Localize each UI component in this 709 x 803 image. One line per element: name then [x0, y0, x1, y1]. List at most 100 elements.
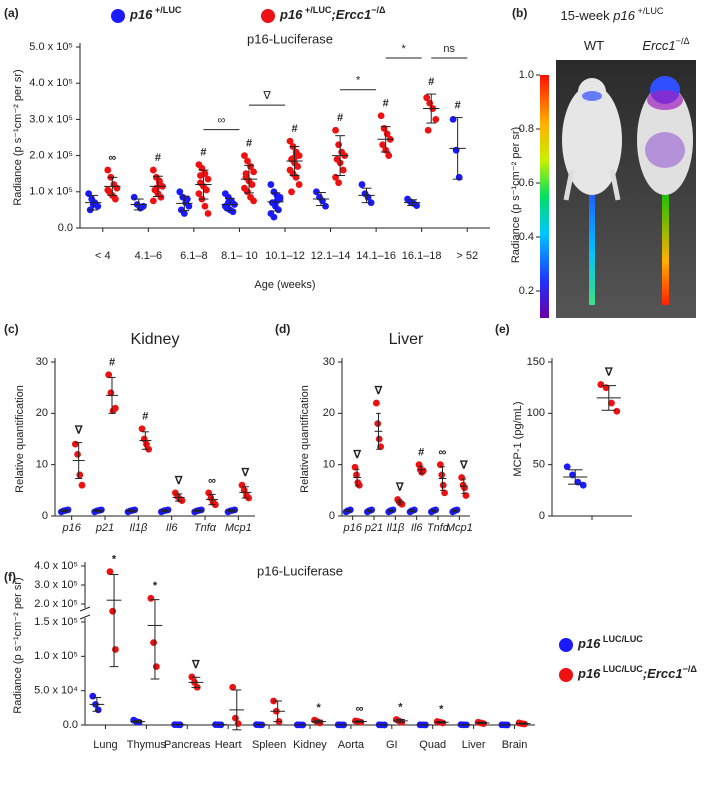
- x-tick-label: p16: [61, 522, 81, 534]
- mouse-wt: [562, 85, 622, 195]
- significance-mark: #: [383, 98, 389, 110]
- data-point: [461, 484, 468, 492]
- bracket-label: *: [402, 43, 407, 55]
- x-tick-label: Aorta: [338, 739, 365, 751]
- data-point: [152, 184, 160, 192]
- text-part: p16: [612, 8, 635, 23]
- data-point: [288, 188, 295, 196]
- x-tick-label: Brain: [502, 739, 528, 751]
- data-point: [276, 193, 284, 201]
- data-point: [112, 646, 119, 653]
- bracket-label: *: [356, 75, 361, 87]
- x-tick-label: Mcp1: [225, 522, 252, 534]
- x-tick-label: p16: [342, 522, 362, 534]
- data-point: [130, 193, 138, 201]
- significance-mark: ∞: [208, 475, 216, 487]
- text-part: p16: [129, 7, 153, 22]
- y-tick-label: 20: [36, 407, 48, 419]
- y-axis-label: Radiance (p s⁻¹cm⁻² per sr): [12, 577, 24, 713]
- data-point: [270, 213, 278, 221]
- text-part: −/Δ: [683, 664, 698, 674]
- x-tick-label: Il6: [166, 522, 179, 534]
- legend-marker: [559, 668, 573, 682]
- column-label: WT: [584, 38, 604, 53]
- data-point: [332, 126, 339, 134]
- data-point: [295, 181, 303, 188]
- y-tick-label: 50: [533, 459, 545, 471]
- significance-mark: ∇: [374, 385, 383, 397]
- image-title: 15-week p16 +/LUC: [560, 6, 663, 23]
- significance-mark: #: [246, 138, 252, 150]
- colorbar-tick-label: 0.4: [519, 231, 534, 243]
- significance-mark: *: [439, 703, 444, 715]
- x-tick-label: Tnfα: [194, 522, 217, 534]
- x-tick-label: Mcp1: [446, 522, 473, 534]
- text-part: +/LUC: [152, 5, 181, 15]
- x-tick-label: Il6: [411, 522, 424, 534]
- panel-label: (d): [275, 322, 290, 336]
- data-point: [204, 175, 212, 183]
- data-point: [107, 389, 115, 397]
- text-part: +/LUC: [302, 5, 331, 15]
- data-point: [156, 177, 163, 185]
- data-point: [76, 471, 84, 479]
- y-tick-label: 30: [323, 356, 335, 368]
- text-part: p16: [577, 666, 601, 681]
- y-axis-label: Radiance (p s⁻¹cm⁻² per sr): [12, 69, 24, 205]
- data-point: [248, 181, 256, 188]
- x-tick-label: Heart: [215, 739, 242, 751]
- significance-mark: #: [155, 152, 161, 164]
- x-tick-label: 10.1–12: [265, 250, 305, 262]
- data-point: [313, 188, 320, 196]
- y-axis-label: MCP-1 (pg/mL): [512, 401, 524, 476]
- data-point: [176, 188, 184, 196]
- data-point: [147, 594, 155, 602]
- data-point: [335, 179, 343, 187]
- data-point: [178, 497, 186, 504]
- x-tick-label: 8.1– 10: [221, 250, 258, 262]
- chart-title: Liver: [389, 331, 424, 348]
- x-tick-label: 6.1–8: [180, 250, 208, 262]
- data-point: [185, 202, 193, 210]
- axis-break: [79, 606, 91, 612]
- data-point: [608, 399, 615, 407]
- data-point: [195, 190, 203, 198]
- y-tick-label: 100: [527, 407, 545, 419]
- y-tick-label: 0.0: [58, 222, 73, 234]
- significance-mark: #: [292, 123, 298, 135]
- data-point: [74, 451, 81, 458]
- data-point: [432, 116, 440, 123]
- text-part: +/LUC: [635, 6, 664, 16]
- x-tick-label: Tnfα: [427, 522, 450, 534]
- data-point: [204, 210, 212, 217]
- data-point: [201, 202, 209, 210]
- text-part: −/Δ: [371, 5, 386, 15]
- significance-mark: #: [200, 147, 206, 159]
- data-point: [292, 173, 300, 181]
- x-tick-label: 4.1–6: [135, 250, 163, 262]
- data-point: [579, 481, 587, 489]
- y-tick-label: 1.5 x 10⁵: [34, 616, 78, 628]
- y-tick-label: 0: [329, 510, 335, 522]
- data-point: [250, 197, 257, 205]
- colorbar-tick-label: 0.2: [519, 285, 534, 297]
- x-tick-label: Kidney: [293, 739, 327, 751]
- colorbar-tick-label: 1.0: [519, 69, 534, 81]
- data-point: [455, 173, 463, 181]
- text-part: 15-week: [560, 8, 613, 23]
- x-tick-label: 16.1–18: [402, 250, 442, 262]
- y-tick-label: 20: [323, 407, 335, 419]
- panel-label: (f): [4, 570, 16, 584]
- legend-label: p16 LUC/LUC;Ercc1−/Δ: [577, 664, 697, 681]
- text-part: −/Δ: [676, 36, 690, 46]
- text-part: p16: [279, 7, 303, 22]
- text-part: ;Ercc1: [643, 666, 683, 681]
- data-point: [150, 639, 157, 646]
- data-point: [267, 181, 275, 188]
- legend-marker: [111, 9, 125, 23]
- data-point: [197, 172, 204, 179]
- significance-mark: ∇: [241, 467, 250, 479]
- data-point: [242, 170, 250, 178]
- significance-mark: ∇: [74, 424, 83, 436]
- significance-mark: #: [428, 76, 434, 88]
